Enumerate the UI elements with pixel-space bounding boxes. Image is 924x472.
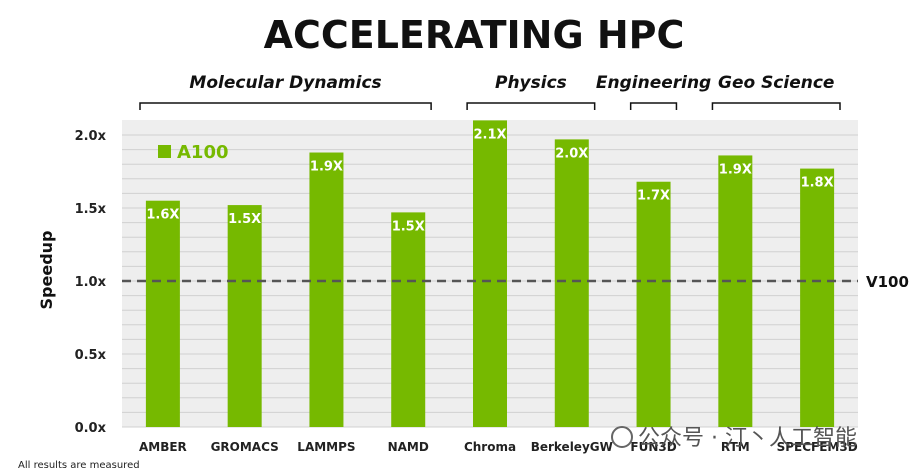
- x-tick-label: LAMMPS: [297, 440, 355, 454]
- watermark: 公众号 · 汀丶人工智能: [611, 426, 857, 451]
- bar-gromacs: [227, 205, 262, 427]
- y-tick-label: 1.0x: [75, 275, 107, 290]
- bar-value-label: 1.7X: [637, 189, 670, 204]
- bar-value-label: 1.8X: [801, 176, 834, 191]
- footnote: All results are measured: [18, 460, 140, 471]
- legend: A100: [158, 142, 229, 163]
- x-tick-label: AMBER: [139, 440, 187, 454]
- y-axis-label: Speedup: [37, 231, 56, 310]
- bar-value-label: 1.6X: [146, 208, 179, 223]
- group-bracket: [139, 102, 432, 110]
- group-label: Geo Science: [718, 73, 834, 93]
- reference-line-layer: V100: [122, 273, 909, 291]
- group-bracket: [466, 102, 596, 110]
- y-tick-label: 0.5x: [75, 348, 107, 363]
- bar-berkeleygw: [554, 139, 589, 427]
- y-tick-label: 2.0x: [75, 129, 107, 144]
- bar-value-label: 1.5X: [228, 212, 261, 227]
- group-bracket: [711, 102, 841, 110]
- wechat-icon: [611, 426, 633, 448]
- x-tick-label: BerkeleyGW: [531, 440, 613, 454]
- x-tick-label: SPECFEM3D: [777, 440, 858, 454]
- group-label: Engineering: [596, 73, 711, 93]
- group-label: Molecular Dynamics: [189, 73, 381, 93]
- bar-value-label: 2.0X: [555, 146, 588, 161]
- category-groups: Molecular Dynamics Physics Engineering Geo …: [139, 73, 841, 110]
- bar-amber: [145, 200, 180, 427]
- x-tick-label: GROMACS: [211, 440, 279, 454]
- reference-line-label: V100: [866, 273, 909, 291]
- chart-title: ACCELERATING HPC: [264, 13, 685, 57]
- bar-value-label: 1.9X: [719, 162, 752, 177]
- bar-lammps: [309, 152, 344, 427]
- x-tick-label: NAMD: [388, 440, 429, 454]
- y-tick-label: 0.0x: [75, 421, 107, 436]
- legend-swatch: [158, 145, 171, 158]
- bar-chroma: [473, 120, 507, 428]
- bar-value-label: 1.9X: [310, 160, 343, 175]
- y-tick-label: 1.5x: [75, 202, 107, 217]
- legend-label: A100: [177, 142, 229, 163]
- bar-rtm: [718, 155, 753, 427]
- group-label: Physics: [495, 73, 567, 93]
- group-bracket: [629, 102, 678, 110]
- x-tick-label: Chroma: [464, 440, 516, 454]
- bar-namd: [391, 212, 426, 427]
- x-tick-label: FUN3D: [630, 440, 676, 454]
- bar-value-label: 1.5X: [392, 219, 425, 234]
- bars: 1.6X 1.5X 1.9X 1.5X 2.1X 2.0X 1.7X 1.9X 1.8X: [145, 120, 835, 428]
- watermark-text: 公众号 · 汀丶人工智能: [638, 426, 857, 451]
- bar-value-label: 2.1X: [473, 127, 506, 142]
- bar-fun3d: [636, 181, 671, 427]
- x-tick-label: RTM: [721, 440, 750, 454]
- x-axis-categories: AMBER GROMACS LAMMPS NAMD Chroma BerkeleyGW FU…: [139, 440, 858, 454]
- bar-specfem3d: [800, 168, 835, 427]
- y-axis-ticks: 0.0x 0.5x 1.0x 1.5x 2.0x: [75, 129, 107, 436]
